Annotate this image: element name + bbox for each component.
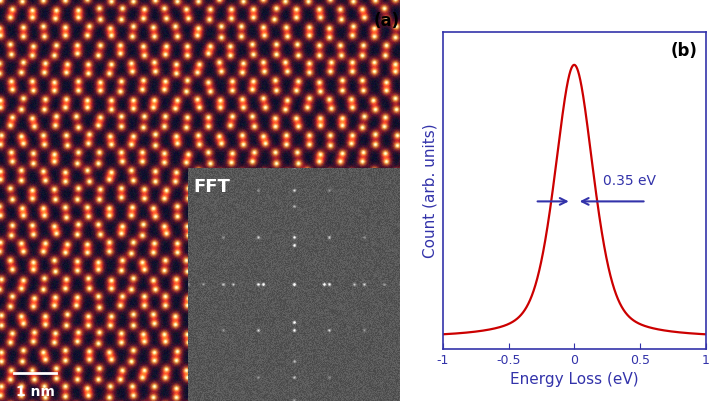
Text: (b): (b)	[671, 42, 698, 60]
Text: 0.35 eV: 0.35 eV	[603, 174, 656, 188]
Text: FFT: FFT	[194, 178, 230, 196]
Text: (a): (a)	[374, 12, 400, 30]
X-axis label: Energy Loss (eV): Energy Loss (eV)	[510, 372, 639, 387]
Y-axis label: Count (arb. units): Count (arb. units)	[422, 123, 437, 258]
Text: 1 nm: 1 nm	[16, 385, 55, 399]
